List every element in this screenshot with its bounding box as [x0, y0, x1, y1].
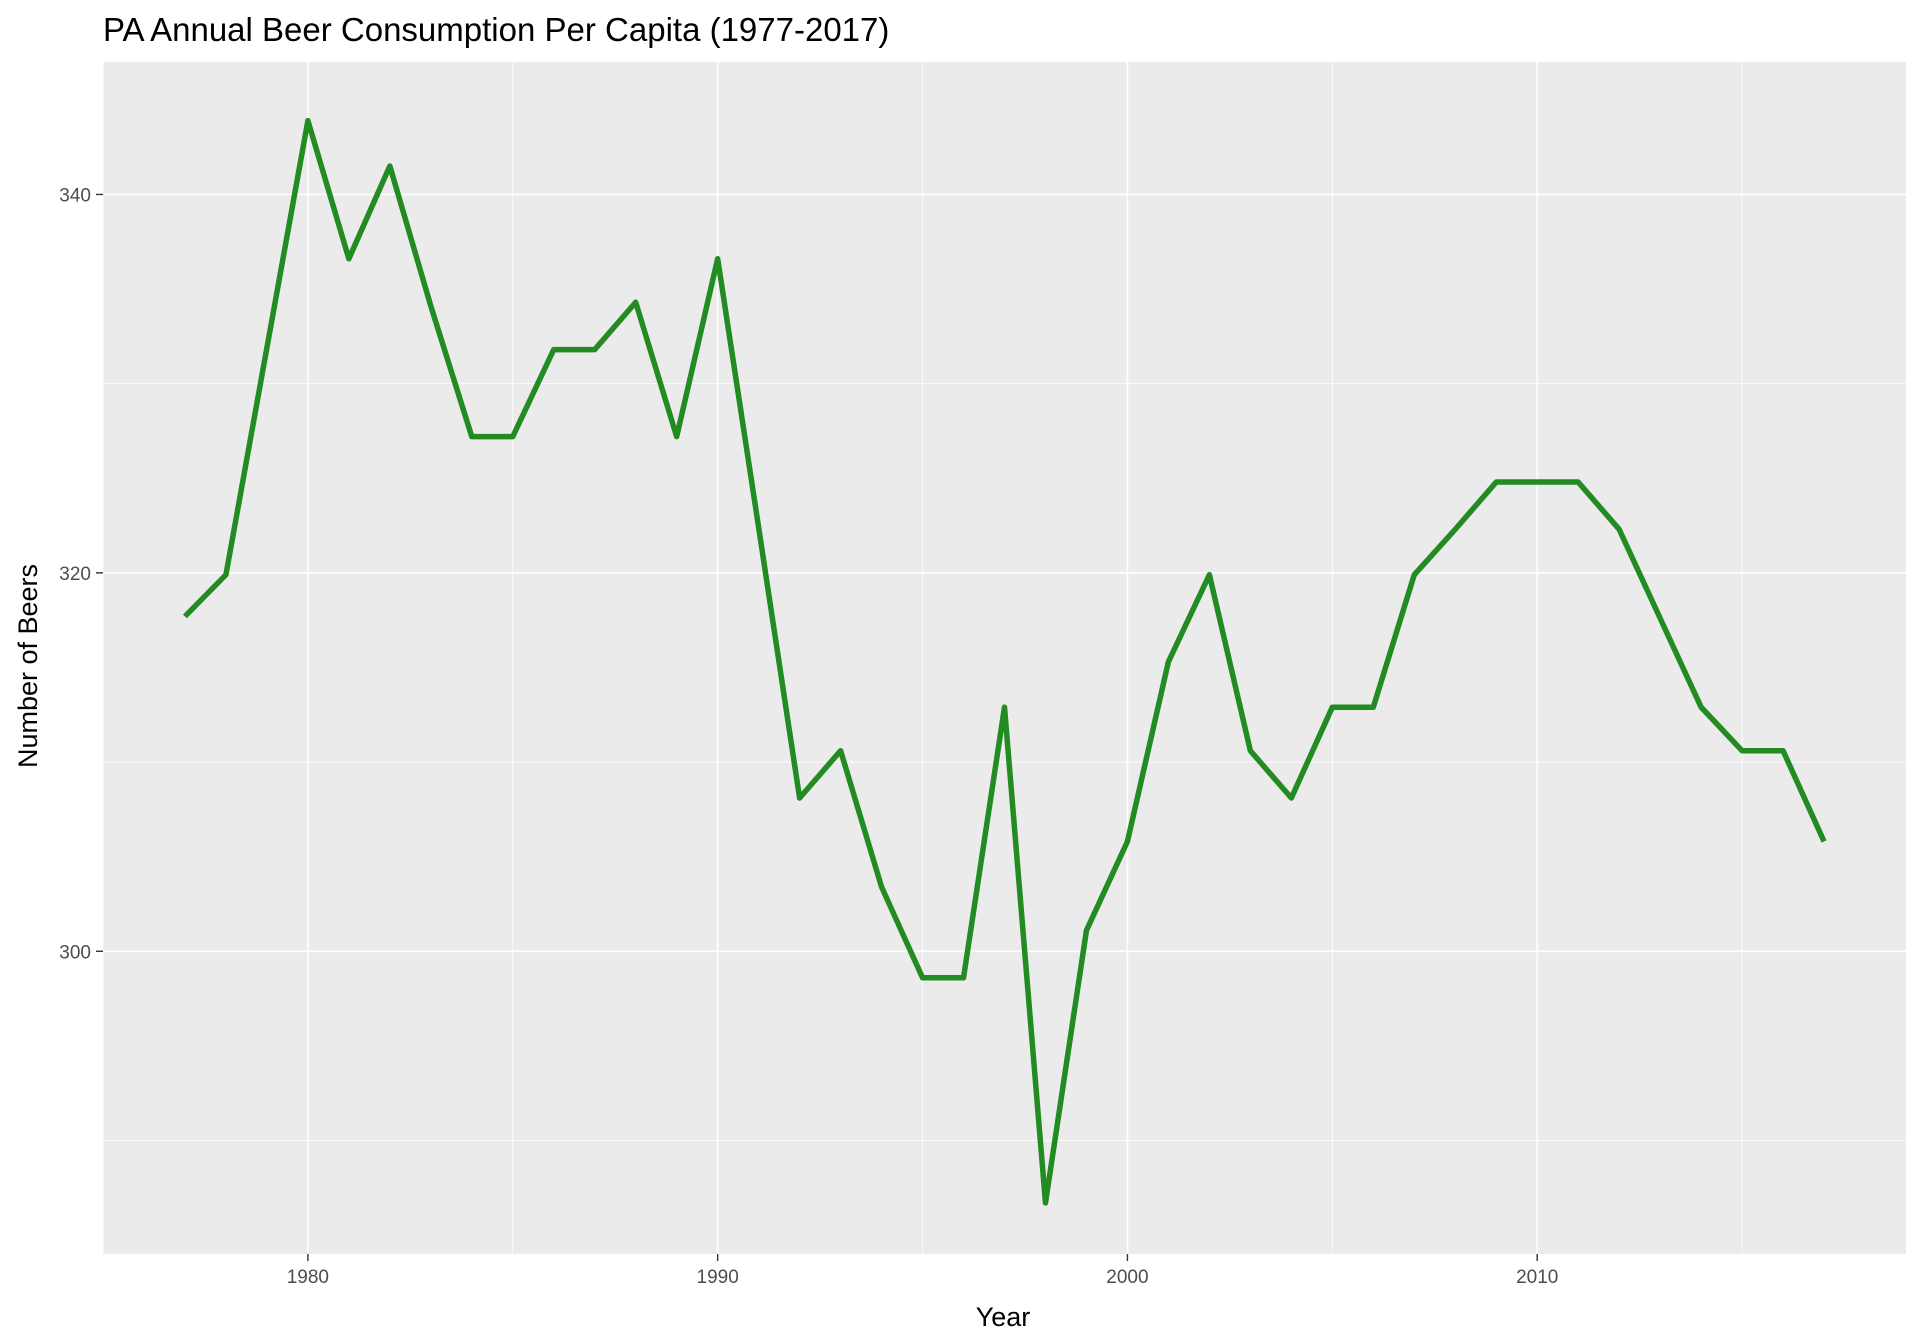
x-axis-title: Year: [976, 1302, 1031, 1332]
y-axis: 300 320 340: [59, 185, 103, 963]
plot-panel: [103, 62, 1906, 1254]
x-tick-label: 1990: [697, 1267, 739, 1288]
major-gridlines: [103, 62, 1906, 1254]
chart-title: PA Annual Beer Consumption Per Capita (1…: [103, 11, 889, 48]
y-tick-label: 320: [59, 564, 91, 585]
x-tick-label: 2010: [1516, 1267, 1558, 1288]
series-line: [182, 117, 1827, 1206]
minor-gridlines: [102, 62, 1906, 1254]
x-tick-label: 2000: [1106, 1267, 1148, 1288]
y-tick-label: 300: [59, 942, 91, 963]
series-layer: [182, 117, 1827, 1206]
x-tick-label: 1980: [287, 1267, 329, 1288]
y-tick-label: 340: [59, 185, 91, 206]
x-axis: 1980 1990 2000 2010: [287, 1254, 1558, 1288]
y-axis-title: Number of Beers: [13, 564, 43, 768]
